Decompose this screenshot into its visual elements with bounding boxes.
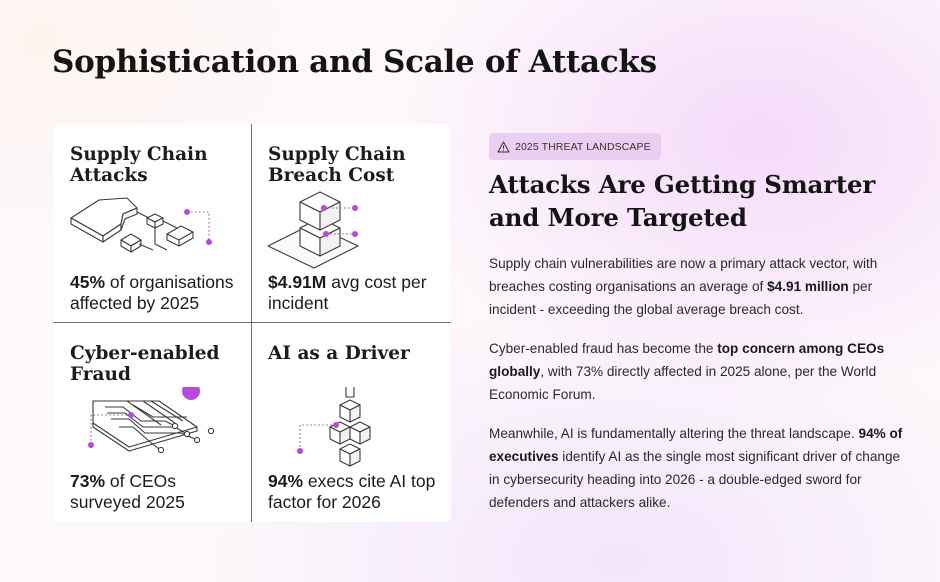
paragraph-fraud: Cyber-enabled fraud has become the top c…	[489, 337, 909, 406]
stat-text: execs cite AI top factor for 2026	[268, 471, 436, 512]
card-title: AI as a Driver	[268, 343, 410, 364]
stat-value: 45%	[70, 272, 106, 292]
card-title: Supply Chain Breach Cost	[268, 144, 406, 186]
stat-value: 94%	[268, 471, 304, 491]
card-cyber-enabled-fraud: Cyber-enabled Fraud	[53, 323, 252, 522]
paragraph-highlight: $4.91 million	[767, 279, 849, 294]
paragraph-ai: Meanwhile, AI is fundamentally altering …	[489, 422, 909, 514]
card-stat: 94% execs cite AI top factor for 2026	[268, 471, 446, 513]
card-stat: $4.91M avg cost per incident	[268, 272, 446, 314]
card-title: Cyber-enabled Fraud	[70, 343, 220, 385]
headline: Attacks Are Getting Smarter and More Tar…	[489, 170, 876, 232]
cube-pyramid-arrow-icon	[297, 387, 371, 467]
paragraph-text: identify AI as the single most significa…	[489, 449, 901, 510]
paragraph-text: Cyber-enabled fraud has become the	[489, 341, 718, 356]
card-stat: 45% of organisations affected by 2025	[70, 272, 248, 314]
page-title: Sophistication and Scale of Attacks	[52, 44, 657, 80]
card-ai-as-a-driver: AI as a Driver	[252, 323, 451, 522]
paragraph-highlight: 94% of executives	[489, 426, 903, 464]
paragraph-text: Supply chain vulnerabilities are now a p…	[489, 256, 878, 294]
body-text: Supply chain vulnerabilities are now a p…	[489, 252, 909, 530]
stacked-cubes-icon	[267, 191, 359, 269]
circuit-board-icon	[88, 387, 215, 454]
supply-chain-network-icon	[70, 197, 212, 253]
stat-text: of organisations affected by 2025	[70, 272, 234, 313]
card-stat: 73% of CEOs surveyed 2025	[70, 471, 248, 513]
card-supply-chain-breach-cost: Supply Chain Breach Cost $4.91M a	[252, 124, 451, 323]
stat-value: 73%	[70, 471, 106, 491]
paragraph-text: per incident - exceeding the global aver…	[489, 279, 873, 317]
tag-label: 2025 THREAT LANDSCAPE	[515, 140, 651, 153]
paragraph-supply-chain: Supply chain vulnerabilities are now a p…	[489, 252, 909, 321]
card-title: Supply Chain Attacks	[70, 144, 208, 186]
stat-value: $4.91M	[268, 272, 327, 292]
threat-landscape-tag: 2025 THREAT LANDSCAPE	[489, 133, 661, 160]
paragraph-text: Meanwhile, AI is fundamentally altering …	[489, 426, 859, 441]
card-supply-chain-attacks: Supply Chain Attacks	[53, 124, 252, 323]
paragraph-highlight: top concern among CEOs globally	[489, 341, 885, 379]
paragraph-text: , with 73% directly affected in 2025 alo…	[489, 364, 877, 402]
stat-text: avg cost per incident	[268, 272, 427, 313]
warning-triangle-icon	[497, 141, 510, 152]
stat-text: of CEOs surveyed 2025	[70, 471, 185, 512]
stats-grid: Supply Chain Attacks	[53, 124, 451, 522]
